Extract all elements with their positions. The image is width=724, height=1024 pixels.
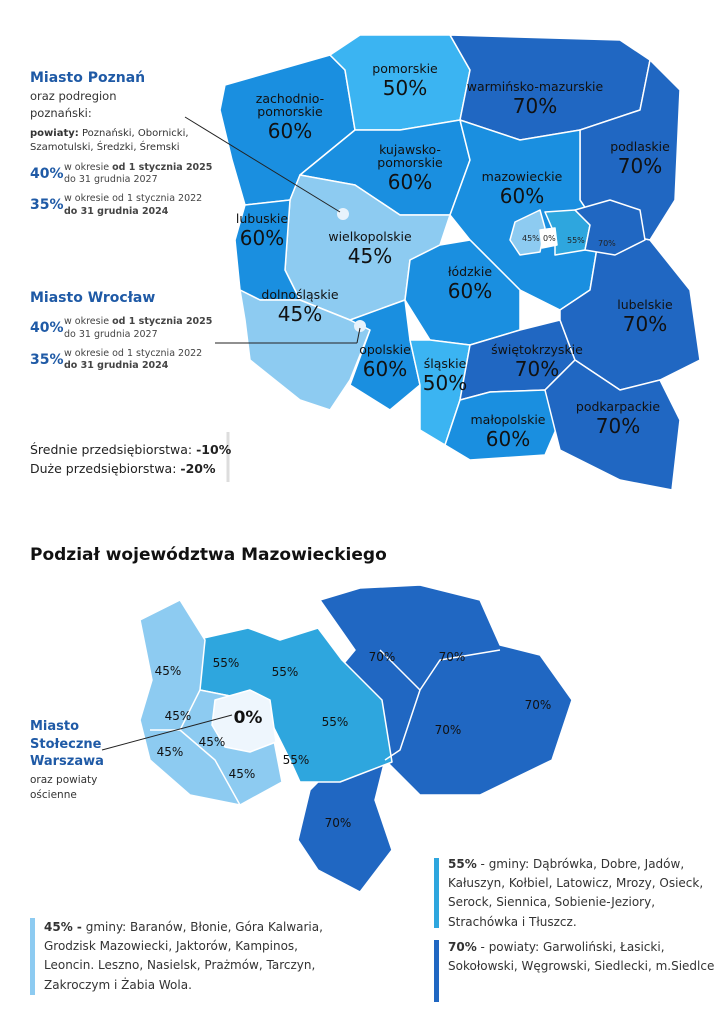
warsaw-inset-70 [574, 199, 646, 256]
inset-label-0: 0% [543, 234, 556, 243]
label-zachodniopomorskie: zachodnio-pomorskie 60% [255, 91, 325, 144]
inset-label-45: 45% [522, 234, 540, 243]
label-mazowieckie: mazowieckie 60% [481, 169, 563, 209]
poznan-title: Miasto Poznań [30, 70, 146, 86]
wroclaw-panel: Miasto Wrocław 40% w okresie od 1 styczni… [30, 290, 230, 373]
label-kujawsko-pomorskie: kujawsko-pomorskie 60% [377, 142, 443, 195]
region-podkarpackie[interactable] [544, 359, 681, 491]
label-lubelskie: lubelskie 70% [617, 297, 673, 337]
warsaw-inset-45 [509, 209, 546, 256]
reductions: Średnie przedsiębiorstwa: -10% Duże prze… [30, 440, 231, 479]
maz-label: 45% [164, 709, 192, 723]
maz-label: 70% [438, 650, 466, 664]
wroclaw-rate-40: 40% w okresie od 1 stycznia 2025 do 31 gru… [30, 316, 213, 340]
maz-label-warsaw: 0% [233, 708, 263, 728]
section-title: Podział województwa Mazowieckiego [30, 545, 387, 565]
maz-label: 45% [228, 767, 256, 781]
label-warminsko-mazurskie: warmińsko-mazurskie 70% [466, 79, 604, 119]
label-lubuskie: lubuskie 60% [235, 211, 289, 251]
warsaw-subtitle: oraz powiaty ościenne [30, 773, 98, 802]
legend-55-bar [434, 858, 439, 928]
maz-45-region[interactable] [139, 599, 283, 806]
wroclaw-marker [354, 320, 366, 332]
wroclaw-pointer-line-v [356, 327, 361, 344]
poznan-marker [337, 208, 349, 220]
maz-label: 45% [198, 735, 226, 749]
poznan-rate-40: 40% w okresie od 1 stycznia 2025 do 31 gru… [30, 161, 213, 186]
reduction-large: Duże przedsiębiorstwa: -20% [30, 461, 216, 477]
poznan-rate-35: 35% w okresie od 1 stycznia 2022 do 31 gru… [30, 193, 203, 217]
reduction-medium: Średnie przedsiębiorstwa: -10% [30, 442, 232, 457]
label-podlaskie: podlaskie 70% [610, 139, 670, 179]
region-malopolskie[interactable] [444, 389, 561, 461]
label-opolskie: opolskie 60% [359, 342, 411, 382]
maz-label: 55% [282, 753, 310, 767]
warsaw-inset-0 [539, 227, 558, 249]
maz-label: 55% [271, 665, 299, 679]
maz-label: 55% [321, 715, 349, 729]
label-dolnoslaskie: dolnośląskie 45% [261, 287, 339, 327]
maz-0-region[interactable] [211, 689, 277, 753]
wroclaw-title: Miasto Wrocław [30, 290, 156, 306]
label-slaskie: śląskie 50% [422, 356, 468, 396]
maz-label: 70% [434, 723, 462, 737]
maz-label: 70% [324, 816, 352, 830]
poznan-panel: Miasto Poznań oraz podregion poznański: … [30, 70, 230, 219]
inset-label-70: 70% [598, 239, 616, 248]
poznan-subtitle: oraz podregion poznański: [30, 89, 117, 121]
warsaw-pointer-line [101, 714, 233, 751]
maz-label: 70% [368, 650, 396, 664]
maz-label: 70% [524, 698, 552, 712]
legend-55: 55% - gminy: Dąbrówka, Dobre, Jadów, Kał… [448, 857, 704, 929]
label-pomorskie: pomorskie 50% [372, 61, 438, 101]
mazowieckie-map [139, 584, 573, 893]
inset-label-55: 55% [567, 236, 585, 245]
legend-45: 45% - gminy: Baranów, Błonie, Góra Kalwa… [30, 918, 334, 995]
label-swietokrzyskie: świętokrzyskie 70% [491, 342, 583, 382]
label-lodzkie: łódzkie 60% [447, 264, 493, 304]
warsaw-title: Miasto Stołeczne Warszawa [30, 719, 104, 770]
poznan-pointer-line [184, 116, 341, 213]
label-malopolskie: małopolskie 60% [470, 412, 546, 452]
wroclaw-rate-35: 35% w okresie od 1 stycznia 2022 do 31 gru… [30, 347, 203, 372]
maz-label: 45% [156, 745, 184, 759]
legend-70: 70% - powiaty: Garwoliński, Łasicki, Sok… [448, 940, 715, 974]
maz-label: 45% [154, 664, 182, 678]
maz-label: 55% [212, 656, 240, 670]
poland-map [219, 34, 701, 491]
region-opolskie[interactable] [349, 299, 421, 411]
legend-70-bar [434, 940, 439, 1002]
poznan-powiaty: powiaty: Poznański, Obornicki, Szamotuls… [30, 127, 189, 154]
label-wielkopolskie: wielkopolskie 45% [328, 229, 412, 269]
label-podkarpackie: podkarpackie 70% [575, 399, 661, 439]
warsaw-callout: Miasto Stołeczne Warszawa oraz powiaty o… [30, 718, 104, 804]
region-dolnoslaskie[interactable] [239, 289, 371, 411]
